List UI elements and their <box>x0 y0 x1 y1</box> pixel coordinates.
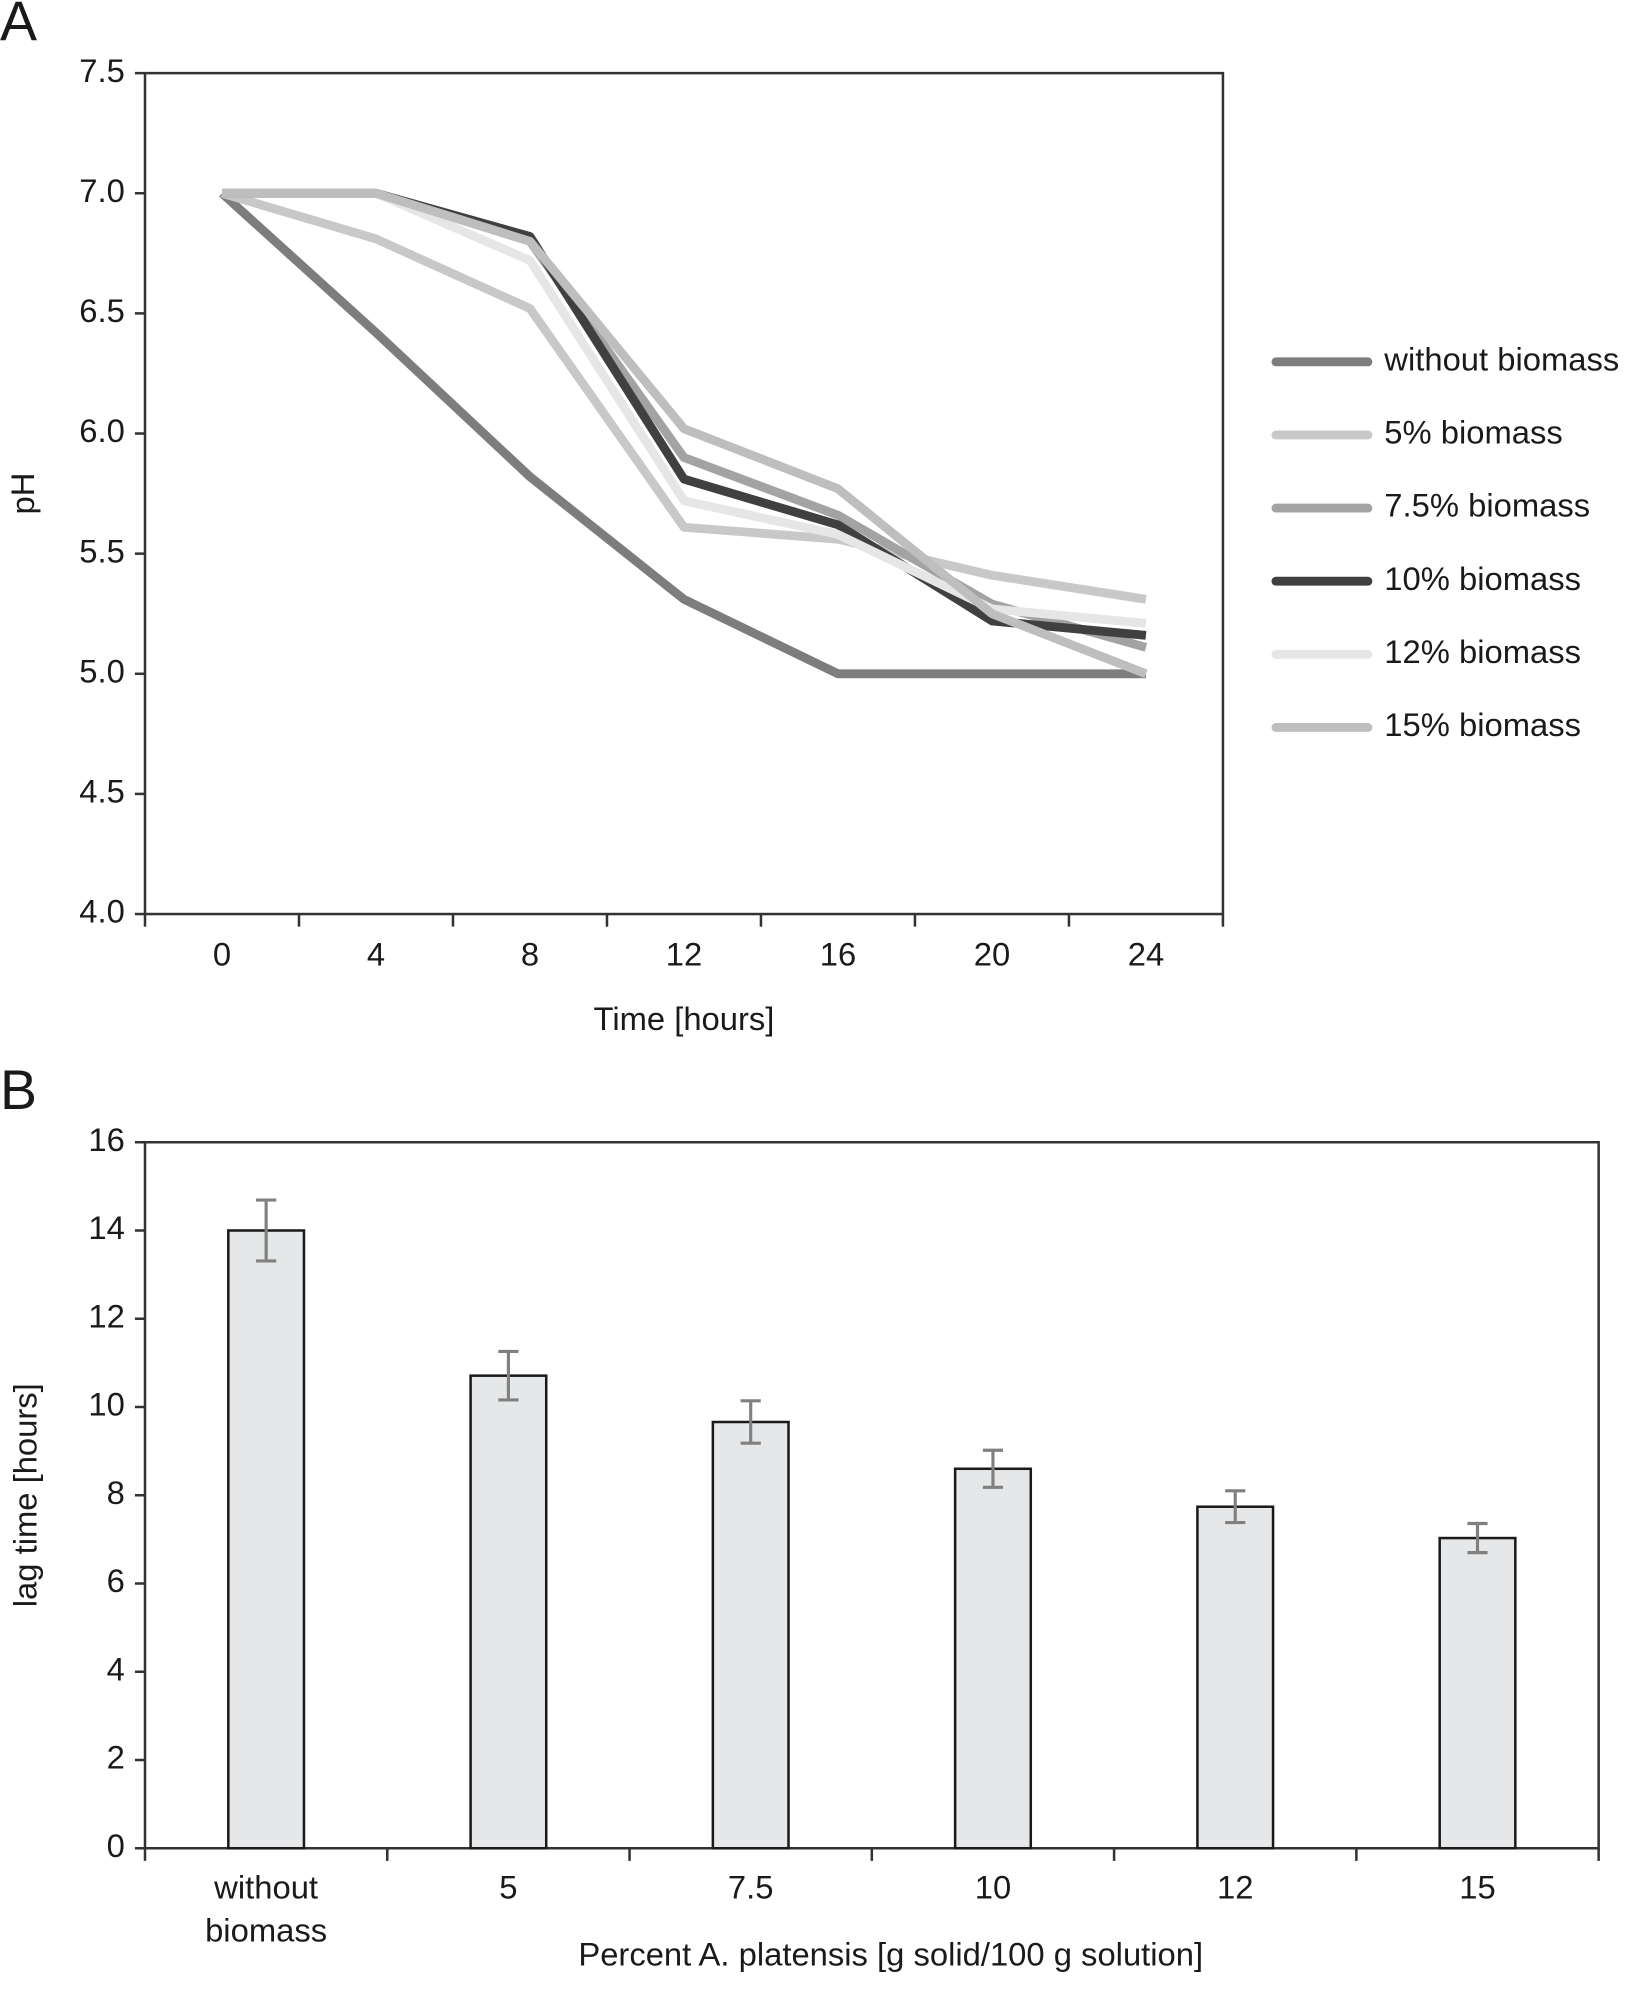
x-tick-label: 5 <box>499 1868 518 1907</box>
error-bar <box>256 1198 277 1263</box>
panel-label: A <box>0 0 37 52</box>
panel-label: B <box>0 1059 37 1121</box>
bar <box>711 1420 790 1850</box>
plot-frame <box>143 71 1225 916</box>
x-tick-label: without biomass <box>205 1868 328 1950</box>
error-bar <box>1225 1489 1246 1525</box>
bar <box>953 1467 1033 1850</box>
y-tick-label: 14 <box>88 1209 124 1246</box>
legend-label: 7.5% biomass <box>1384 487 1590 524</box>
y-tick-label: 7.5 <box>79 52 125 89</box>
x-tick-label: 0 <box>213 936 231 973</box>
x-tick-label: 8 <box>521 936 539 973</box>
y-tick-label: 8 <box>107 1474 125 1511</box>
x-tick-label-box: 5 <box>499 1868 518 1907</box>
error-bar <box>498 1349 519 1402</box>
legend-label: 15% biomass <box>1384 706 1581 743</box>
y-tick-label: 2 <box>107 1739 125 1776</box>
y-tick-label: 6.5 <box>79 292 125 329</box>
x-tick-label: 7.5 <box>727 1868 774 1907</box>
legend-label: 5% biomass <box>1384 414 1562 451</box>
y-tick-label: 5.5 <box>79 532 125 569</box>
error-bar <box>740 1399 761 1445</box>
series-line <box>220 189 1147 604</box>
x-tick-label-box: 12 <box>1216 1868 1254 1907</box>
x-tick-label: 10 <box>974 1868 1012 1907</box>
y-tick-label: 16 <box>88 1121 124 1158</box>
x-tick-label-box: without biomass <box>205 1868 328 1950</box>
legend-label: 12% biomass <box>1384 633 1581 670</box>
y-tick-label: 10 <box>88 1386 124 1423</box>
x-tick-label: 24 <box>1128 936 1164 973</box>
y-tick-label: 5.0 <box>79 652 125 689</box>
bar <box>469 1374 548 1850</box>
plot-frame <box>143 1140 1600 1850</box>
y-tick-label: 0 <box>107 1827 125 1864</box>
x-tick-label-box: 10 <box>974 1868 1012 1907</box>
bar <box>227 1229 306 1850</box>
series-line <box>221 188 1148 678</box>
legend-label: without biomass <box>1383 340 1619 377</box>
y-tick-label: 7.0 <box>79 172 125 209</box>
series-line <box>221 188 1147 628</box>
x-tick-label: 4 <box>367 936 385 973</box>
x-tick-label-box: 15 <box>1459 1868 1496 1907</box>
y-tick-label: 6.0 <box>79 412 125 449</box>
error-bar <box>982 1448 1004 1489</box>
bar <box>1196 1505 1275 1850</box>
legend-label: 10% biomass <box>1384 560 1581 597</box>
x-axis-label: Time [hours] <box>594 1000 775 1037</box>
series-line <box>219 189 1146 679</box>
x-tick-label-box: 7.5 <box>727 1868 774 1907</box>
x-tick-label: 12 <box>666 936 702 973</box>
y-axis-label: lag time [hours] <box>6 1383 43 1607</box>
y-tick-label: 4.0 <box>79 893 125 930</box>
y-tick-label: 6 <box>107 1562 125 1599</box>
x-axis-label: Percent A. platensis [g solid/100 g solu… <box>578 1935 1203 1972</box>
y-tick-label: 12 <box>88 1297 124 1334</box>
x-tick-label: 12 <box>1216 1868 1254 1907</box>
error-bar <box>1467 1521 1488 1555</box>
y-axis-label: pH <box>4 473 41 515</box>
x-tick-label: 15 <box>1459 1868 1496 1907</box>
x-tick-label: 20 <box>974 936 1010 973</box>
y-tick-label: 4.5 <box>79 773 125 810</box>
y-tick-label: 4 <box>107 1650 125 1687</box>
series-line <box>221 188 1147 640</box>
bar <box>1438 1536 1517 1850</box>
x-tick-label: 16 <box>820 936 856 973</box>
